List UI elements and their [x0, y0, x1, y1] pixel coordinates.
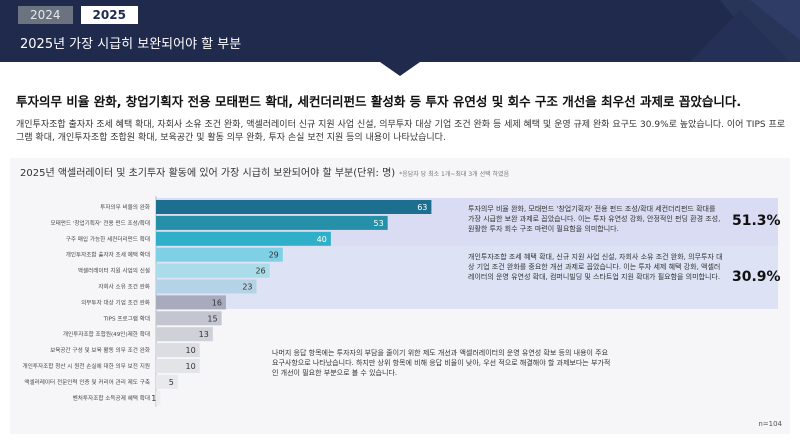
bar — [156, 295, 226, 310]
bar — [156, 279, 257, 294]
category-label: 보육공간 구성 및 보육 활동 의무 조건 완화 — [50, 346, 150, 354]
tab-2025[interactable]: 2025 — [80, 6, 138, 24]
category-label: 개인투자조합 출자자 조세 혜택 확대 — [66, 251, 150, 259]
value-label: 53 — [373, 219, 383, 228]
chart-footnote: 나머지 응답 항목에는 투자자의 부담을 줄이기 위한 제도 개선과 액셀러레이… — [272, 349, 611, 377]
bar — [156, 343, 200, 358]
chart-title-text: 2025년 액셀러레이터 및 초기투자 활동에 있어 가장 시급히 보완되어야 … — [20, 168, 396, 179]
bar — [156, 311, 222, 326]
category-label: 모태펀드 '창업기획자' 전용 펀드 조성/확대 — [50, 219, 150, 227]
bar — [156, 231, 331, 246]
category-label: 투자의무 비율의 완화 — [100, 203, 150, 211]
header-decoration-icon — [690, 0, 800, 62]
value-label: 15 — [207, 314, 217, 323]
chart-note: *응답자 당 최소 1개~최대 3개 선택 하였음 — [399, 171, 510, 178]
category-label: 액셀러레이터 지원 사업의 신설 — [78, 267, 150, 275]
year-tabs: 2024 2025 — [18, 6, 138, 24]
value-label: 5 — [169, 378, 174, 387]
category-label: 구주 매입 가능한 세컨더리펀드 확대 — [66, 235, 150, 243]
category-label: 액셀러레이터 전문인력 인증 및 커리어 관리 제도 구축 — [24, 378, 150, 386]
category-label: 의무투자 대상 기업 조건 완화 — [81, 298, 150, 306]
value-label: 29 — [269, 251, 279, 260]
bar — [156, 215, 388, 230]
bar — [156, 327, 213, 342]
group-percent-2: 30.9% — [732, 268, 781, 285]
value-label: 16 — [212, 298, 222, 307]
description: 개인투자조합 출자자 조세 혜택 확대, 자회사 소유 조건 완화, 액셀러레이… — [16, 120, 786, 143]
tab-2024[interactable]: 2024 — [18, 6, 73, 24]
bar — [156, 374, 178, 389]
bar-chart: 투자의무 비율의 완화 63 모태펀드 '창업기획자' 전용 펀드 조성/확대 53 구… — [23, 196, 432, 407]
page-title: 2025년 가장 시급히 보완되어야 할 부분 — [20, 37, 242, 52]
headline: 투자의무 비율 완화, 창업기획자 전용 모태펀드 확대, 세컨더리펀드 활성화… — [16, 94, 742, 109]
bar — [156, 359, 200, 373]
bar — [156, 247, 283, 262]
bar — [156, 200, 432, 214]
value-label: 23 — [242, 283, 252, 292]
category-label: TIPS 프로그램 확대 — [103, 314, 150, 322]
group-description-2: 개인투자조합 조세 혜택 확대, 신규 지원 사업 신설, 자회사 소유 조건 … — [468, 252, 723, 281]
value-label: 10 — [186, 362, 196, 371]
value-label: 1 — [151, 394, 156, 403]
chart-panel: 2025년 액셀러레이터 및 초기투자 활동에 있어 가장 시급히 보완되어야 … — [10, 158, 790, 434]
value-label: 40 — [317, 235, 327, 244]
value-label: 13 — [199, 330, 209, 339]
category-label: 벤처투자조합 소득공제 혜택 확대 — [73, 394, 150, 402]
category-label: 개인투자조합 조합원(49인)제한 확대 — [63, 330, 150, 338]
chart-title: 2025년 액셀러레이터 및 초기투자 활동에 있어 가장 시급히 보완되어야 … — [20, 164, 509, 179]
header-banner: 2024 2025 2025년 가장 시급히 보완되어야 할 부분 — [0, 0, 800, 62]
value-label: 10 — [186, 346, 196, 355]
value-label: 26 — [255, 267, 265, 276]
group-percent-1: 51.3% — [732, 212, 781, 229]
bar — [156, 390, 161, 405]
value-label: 63 — [417, 203, 427, 212]
group-description-1: 투자의무 비율 완화, 모태펀드 '창업기획자' 전용 펀드 조성/확대 세컨더… — [468, 205, 721, 233]
category-label: 자회사 소유 조건 완화 — [98, 283, 150, 291]
bar — [156, 263, 270, 278]
category-label: 개인투자조합 청산 시 원천 손실에 대한 의무 보전 지원 — [23, 362, 150, 370]
sample-size: n=104 — [758, 420, 782, 428]
header-notch — [380, 62, 420, 76]
